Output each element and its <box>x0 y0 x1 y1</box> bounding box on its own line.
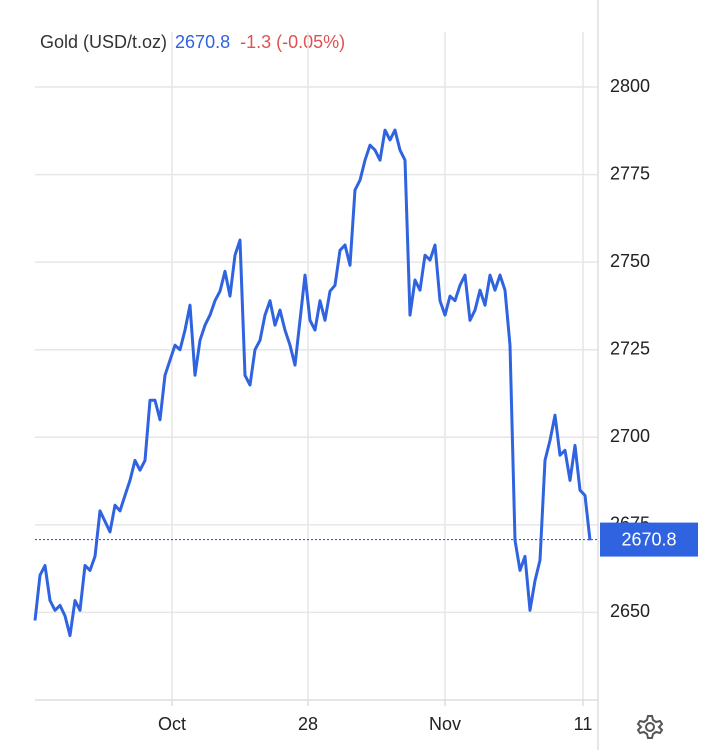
x-tick-label: 11 <box>574 714 593 734</box>
gear-outline <box>636 715 664 739</box>
y-tick-label: 2700 <box>610 426 650 446</box>
y-tick-label: 2725 <box>610 338 650 358</box>
chart-title: Gold (USD/t.oz) <box>40 32 167 52</box>
x-tick-label: Nov <box>429 714 461 734</box>
grid <box>35 32 598 700</box>
price: 2670.8 <box>175 32 230 52</box>
x-tick-label: Oct <box>158 714 186 734</box>
y-tick-label: 2750 <box>610 251 650 271</box>
last-price-label: 2670.8 <box>621 529 676 549</box>
y-tick-label: 2775 <box>610 163 650 183</box>
x-tick-label: 28 <box>298 714 318 734</box>
last-price-box <box>600 522 698 557</box>
y-tick-label: 2650 <box>610 601 650 621</box>
price-change: -1.3 (-0.05%) <box>240 32 345 52</box>
gear-center <box>645 722 655 732</box>
y-tick-label: 2800 <box>610 76 650 96</box>
settings-icon[interactable] <box>636 715 664 739</box>
price-line <box>33 128 592 638</box>
